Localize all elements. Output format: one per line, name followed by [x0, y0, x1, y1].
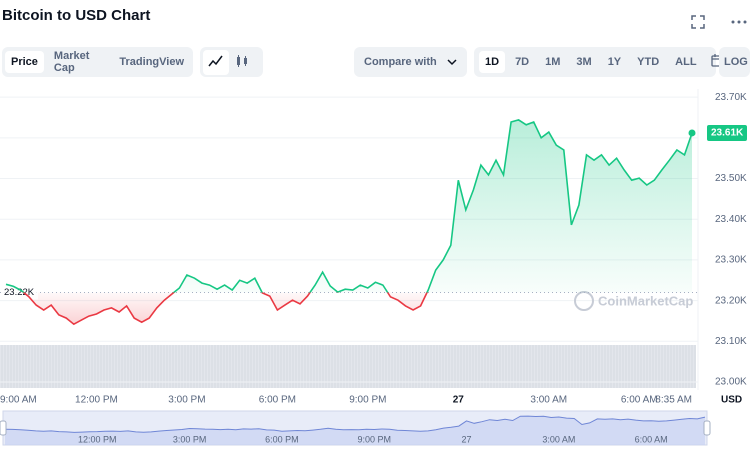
range-button[interactable]: 7D [515, 56, 530, 68]
range-button[interactable]: 3M [576, 56, 592, 68]
navigator-label: 27 [462, 434, 472, 444]
navigator-line [4, 415, 706, 433]
x-tick-label: 8:35 AM [655, 395, 692, 406]
range-group: 1D 7D 1M 3M 1Y YTD ALL [474, 47, 724, 77]
navigator-label: 3:00 AM [542, 434, 575, 444]
price-badge-label: 23.61K [711, 128, 744, 139]
log-button[interactable]: LOG [724, 56, 748, 68]
navigator-area [5, 416, 705, 445]
navigator-handle[interactable] [0, 420, 7, 436]
candle-type-button[interactable] [229, 50, 255, 75]
x-tick-label: 3:00 PM [168, 395, 205, 406]
x-tick-label: 3:00 AM [530, 395, 567, 406]
x-tick-label: 9:00 AM [0, 395, 37, 406]
compare-label: Compare with [364, 56, 437, 68]
last-point [688, 129, 696, 137]
tab-group: Price Market Cap TradingView [2, 47, 193, 77]
navigator-label: 12:00 PM [78, 434, 117, 444]
tab[interactable]: Price [5, 51, 44, 73]
y-tick-label: 23.20K [715, 295, 747, 306]
price-badge [707, 124, 747, 141]
line-type-button[interactable] [203, 49, 229, 75]
price-line [5, 119, 693, 326]
navigator-handle[interactable] [703, 420, 711, 436]
x-tick-label: 27 [453, 395, 465, 406]
area [6, 119, 692, 325]
x-tick-label: 12:00 PM [75, 395, 118, 406]
currency-label: USD [721, 395, 742, 406]
x-tick-label: 9:00 PM [349, 395, 386, 406]
y-tick-label: 23.40K [715, 214, 747, 225]
tab[interactable]: Market Cap [53, 50, 90, 74]
x-tick-label: 6:00 PM [259, 395, 296, 406]
baseline-label: 23.22K [4, 287, 35, 298]
navigator-label: 9:00 PM [357, 434, 391, 444]
log-group: LOG [719, 47, 750, 77]
compare-dropdown[interactable]: Compare with [354, 47, 467, 77]
range-button[interactable]: 1Y [607, 56, 622, 68]
navigator-label: 6:00 AM [635, 434, 668, 444]
y-tick-label: 23.70K [715, 92, 747, 103]
tab[interactable]: TradingView [119, 56, 184, 68]
range-button[interactable]: 1M [545, 56, 561, 68]
more-icon[interactable] [730, 14, 748, 30]
watermark: CoinMarketCap [598, 293, 693, 308]
y-tick-label: 23.30K [715, 255, 747, 266]
y-tick-label: 23.10K [715, 336, 747, 347]
range-button[interactable]: 1D [479, 51, 506, 73]
page-title: Bitcoin to USD Chart [2, 7, 151, 24]
range-button[interactable]: YTD [637, 56, 660, 68]
y-tick-label: 23.50K [715, 173, 747, 184]
navigator-label: 3:00 PM [173, 434, 207, 444]
fullscreen-icon[interactable] [690, 14, 706, 30]
x-tick-label: 6:00 AM [621, 395, 658, 406]
y-tick-label: 23.00K [715, 377, 747, 388]
chart-type-group [200, 47, 263, 77]
range-button[interactable]: ALL [675, 56, 697, 68]
navigator-label: 6:00 PM [265, 434, 299, 444]
